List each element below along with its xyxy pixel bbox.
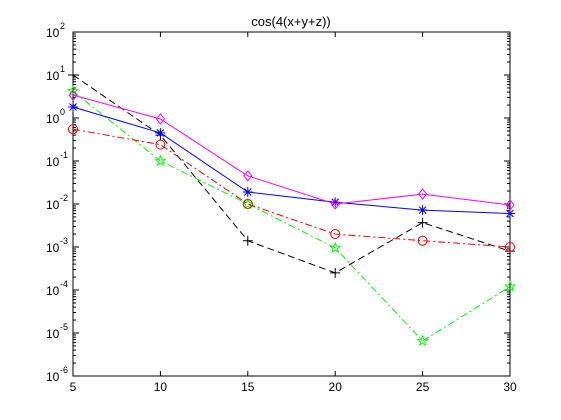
plot-area (72, 31, 511, 377)
y-tick-label-exponent: -2 (60, 193, 68, 203)
y-tick-label-base: 10 (46, 155, 60, 169)
data-point (241, 197, 254, 210)
data-series (66, 70, 517, 347)
y-tick-label-exponent: -3 (60, 236, 68, 246)
data-point (503, 280, 517, 292)
data-point (68, 70, 78, 80)
y-tick-label-exponent: 0 (60, 107, 65, 117)
data-point (330, 197, 341, 208)
y-tick-label-exponent: -5 (60, 322, 68, 332)
y-tick-label-base: 10 (46, 198, 60, 212)
chart-title: cos(4(x+y+z)) (251, 14, 330, 29)
y-tick-label-base: 10 (46, 69, 60, 83)
data-point (330, 267, 341, 278)
data-point (154, 154, 167, 167)
data-point (505, 242, 515, 252)
x-axis: 5 10 15 20 25 30 (70, 32, 517, 394)
data-point (417, 188, 428, 200)
x-tick-label: 30 (503, 380, 517, 394)
series-1 (66, 84, 517, 347)
y-tick-label-exponent: -1 (60, 150, 68, 160)
y-tick-label-base: 10 (46, 370, 60, 384)
series-3 (68, 102, 515, 219)
series-2 (68, 124, 515, 252)
series-line (72, 106, 511, 214)
series-0 (68, 70, 515, 278)
data-point (330, 198, 340, 210)
data-point (66, 84, 80, 97)
y-tick-label-exponent: 1 (60, 64, 65, 74)
data-point (68, 124, 78, 135)
series-line (72, 74, 511, 274)
data-point (243, 170, 253, 182)
y-tick-label-base: 10 (46, 112, 60, 126)
series-line (72, 94, 511, 206)
x-tick-label: 15 (241, 380, 255, 394)
data-point (330, 229, 341, 240)
data-point (242, 187, 253, 198)
y-tick-label-base: 10 (46, 327, 60, 341)
series-4 (68, 89, 515, 211)
data-point (242, 199, 253, 209)
data-point (417, 205, 428, 216)
y-tick-label-base: 10 (46, 284, 60, 298)
y-tick-label-base: 10 (46, 241, 60, 255)
data-point (155, 127, 166, 138)
x-tick-label: 25 (416, 380, 430, 394)
data-point (505, 199, 515, 211)
data-point (155, 139, 166, 150)
y-tick-label-exponent: -4 (60, 279, 68, 289)
series-line (72, 128, 511, 248)
data-point (417, 217, 428, 228)
data-point (329, 241, 342, 254)
data-point (155, 113, 166, 125)
x-tick-label: 20 (329, 380, 343, 394)
x-tick-label: 10 (154, 380, 168, 394)
y-tick-label-exponent: 2 (60, 21, 65, 31)
data-point (242, 235, 253, 246)
y-tick-label-base: 10 (46, 26, 60, 40)
data-point (68, 89, 78, 101)
data-point (416, 334, 429, 347)
series-line (72, 90, 511, 342)
y-tick-label-exponent: -6 (60, 365, 68, 375)
x-tick-label: 5 (70, 380, 77, 394)
data-point (68, 102, 78, 113)
data-point (505, 208, 515, 219)
data-point (417, 235, 428, 246)
